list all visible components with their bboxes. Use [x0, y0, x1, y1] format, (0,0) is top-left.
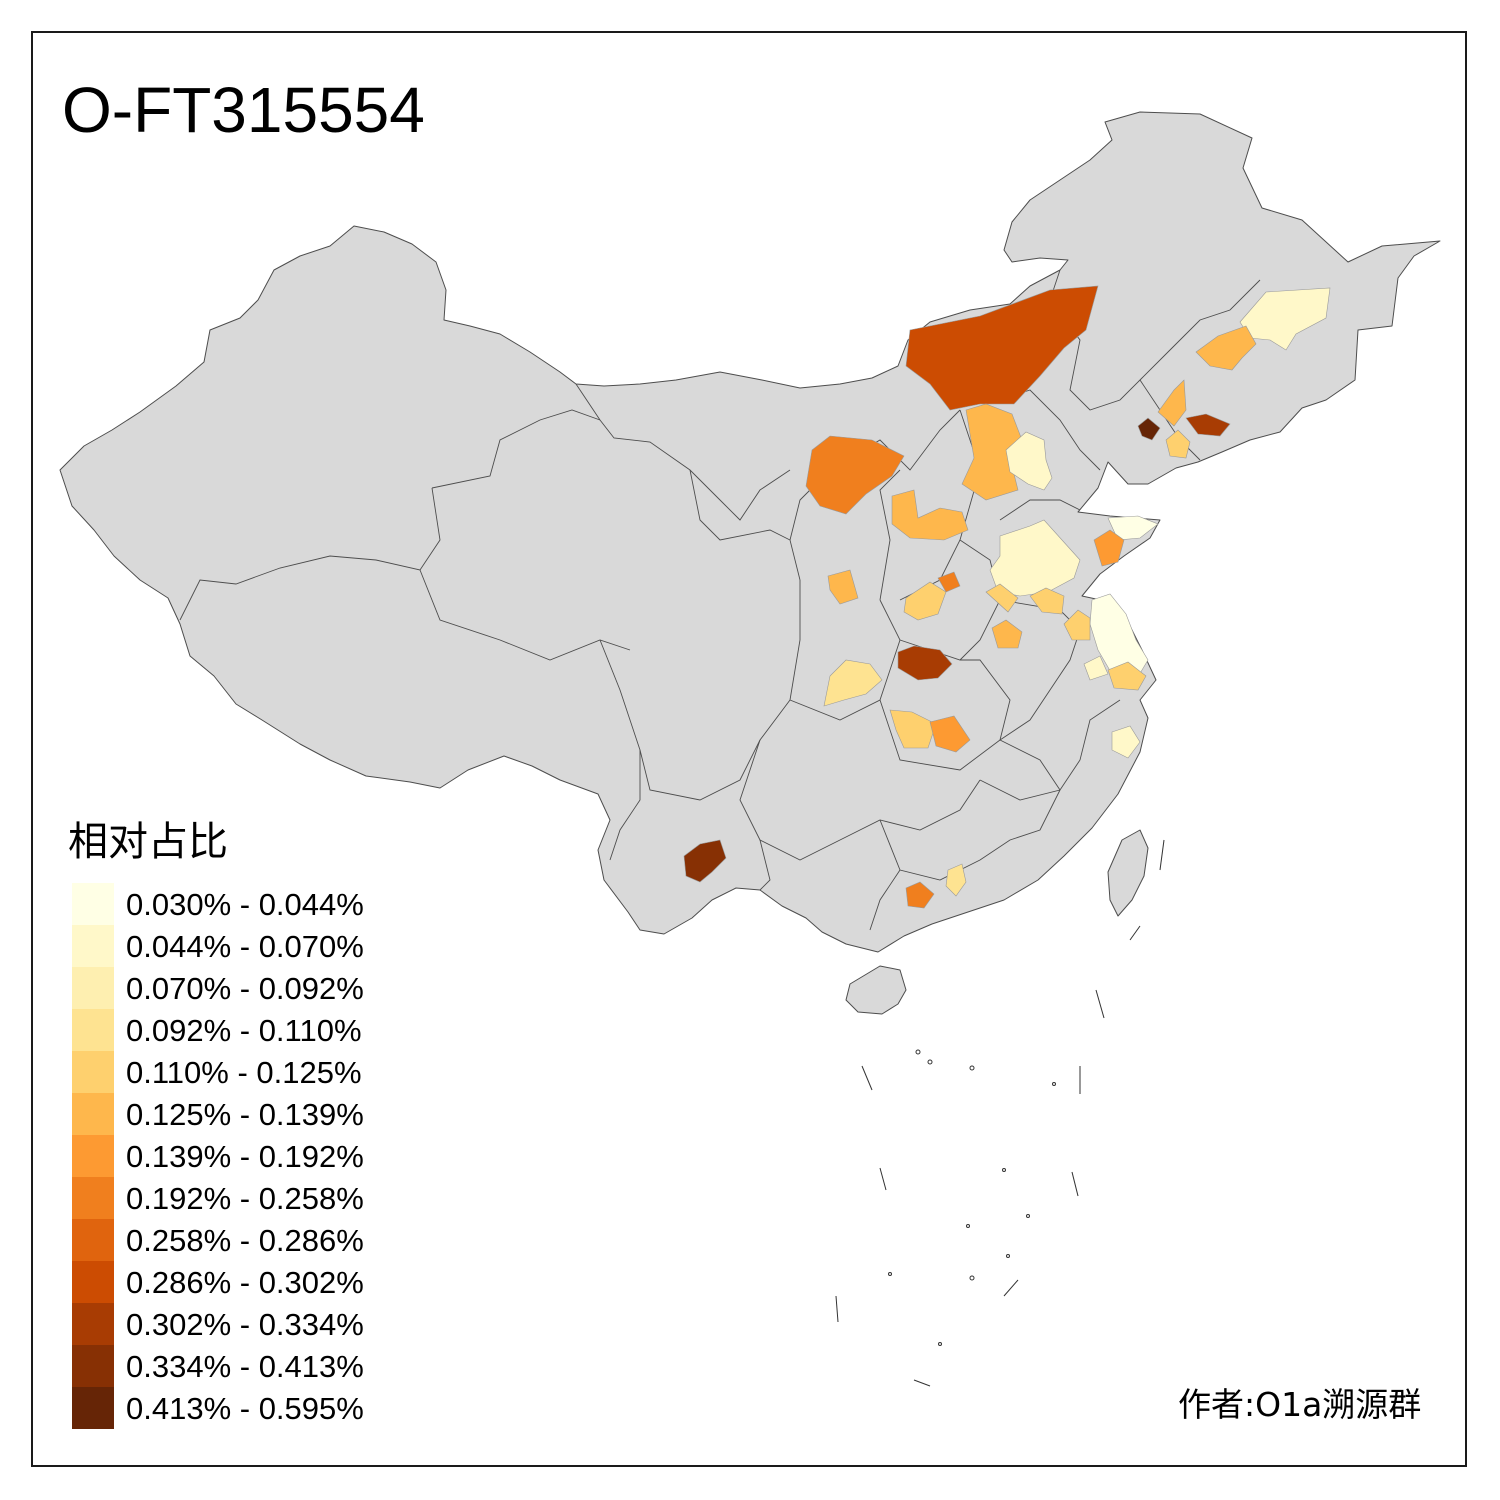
legend-label: 0.334% - 0.413%: [126, 1349, 364, 1384]
map-title: O-FT315554: [62, 74, 425, 146]
region-zhejiang: [1111, 725, 1141, 759]
south-china-sea-islands: [835, 839, 1165, 1387]
region-guangdong-west: [905, 881, 935, 909]
region-henan-north: [937, 571, 961, 593]
region-yunnan: [683, 839, 727, 883]
region-henan-west: [903, 581, 947, 621]
region-shandong-west: [989, 519, 1081, 597]
taiwan-island: [1107, 829, 1149, 917]
legend-swatch: [72, 925, 114, 967]
region-harbin: [1195, 325, 1257, 371]
region-jiangsu-north: [1089, 593, 1149, 681]
legend-label: 0.286% - 0.302%: [126, 1265, 364, 1300]
legend-label: 0.030% - 0.044%: [126, 887, 364, 922]
region-anhui-north: [991, 619, 1023, 649]
region-shandong-qingdao: [1093, 529, 1125, 567]
legend-swatch: [72, 1387, 114, 1429]
region-shanxi-central: [891, 489, 969, 541]
legend-swatch: [72, 1219, 114, 1261]
legend-swatch: [72, 883, 114, 925]
region-hunan-west: [889, 709, 937, 749]
legend-swatch: [72, 1261, 114, 1303]
legend-title: 相对占比: [68, 819, 228, 865]
region-beijing-area: [1005, 431, 1053, 491]
region-jiangsu-wuxi: [1083, 655, 1109, 681]
region-heilongjiang-east: [1239, 287, 1331, 351]
region-overlays: [683, 285, 1331, 909]
region-jiangsu-south: [1107, 661, 1147, 691]
legend-label: 0.070% - 0.092%: [126, 971, 364, 1006]
legend-label: 0.139% - 0.192%: [126, 1139, 364, 1174]
author-credit: 作者:O1a溯源群: [1178, 1385, 1422, 1424]
region-hunan-east: [929, 715, 971, 753]
legend-swatch: [72, 1303, 114, 1345]
china-mainland: [59, 111, 1441, 953]
legend-label: 0.092% - 0.110%: [126, 1013, 362, 1048]
legend-swatch: [72, 1345, 114, 1387]
legend-swatch: [72, 967, 114, 1009]
region-hebei-north: [961, 403, 1023, 501]
region-jiangsu-xuzhou: [1063, 609, 1091, 641]
base-land: [59, 111, 1441, 1015]
legend-label: 0.192% - 0.258%: [126, 1181, 364, 1216]
legend-label: 0.258% - 0.286%: [126, 1223, 364, 1258]
legend-label: 0.413% - 0.595%: [126, 1391, 364, 1426]
region-liaoning-south: [1165, 429, 1191, 459]
region-liaoning-west: [1157, 379, 1187, 427]
region-hubei-xiangyang: [897, 645, 953, 681]
legend-label: 0.125% - 0.139%: [126, 1097, 364, 1132]
region-shaanxi-west: [827, 569, 859, 605]
region-liaoning-mid: [1137, 417, 1161, 441]
region-sichuan-north: [823, 659, 883, 707]
legend-label: 0.110% - 0.125%: [126, 1055, 362, 1090]
region-shandong-south: [1029, 587, 1065, 615]
region-hulunbuir: [905, 285, 1099, 411]
legend-label: 0.044% - 0.070%: [126, 929, 364, 964]
legend-swatch: [72, 1135, 114, 1177]
legend-swatch: [72, 1009, 114, 1051]
region-baotou: [805, 435, 905, 515]
legend-label: 0.302% - 0.334%: [126, 1307, 364, 1342]
region-guangdong-east: [945, 863, 967, 897]
map-frame: [31, 31, 1467, 1467]
region-henan-south: [985, 583, 1019, 613]
legend-swatch: [72, 1051, 114, 1093]
legend-swatch: [72, 1093, 114, 1135]
hainan-island: [845, 965, 907, 1015]
legend-swatch: [72, 1177, 114, 1219]
region-liaoning-fushun: [1185, 413, 1231, 437]
